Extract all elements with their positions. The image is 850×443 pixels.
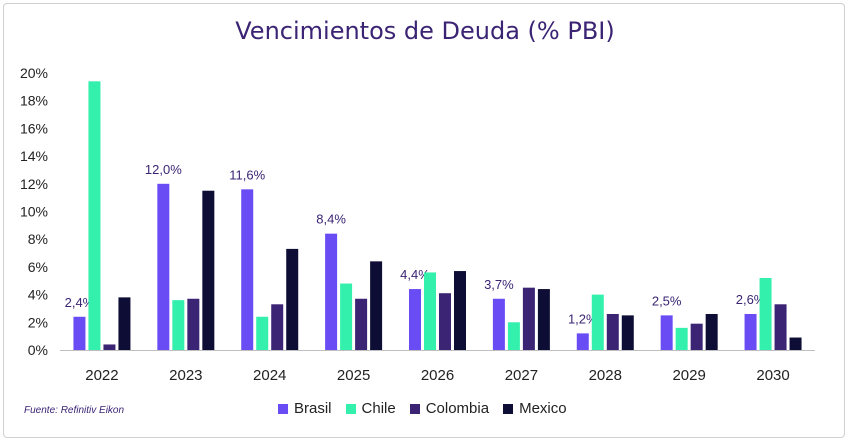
x-tick-label: 2029: [672, 367, 705, 384]
bar-mexico-2024: [286, 248, 299, 350]
bar-mexico-2026: [454, 271, 466, 350]
legend-label-chile: Chile: [361, 400, 396, 417]
legend-label-colombia: Colombia: [425, 400, 490, 417]
chart-title: Vencimientos de Deuda (% PBI): [235, 17, 615, 45]
y-tick-label: 6%: [28, 259, 48, 275]
bar-mexico-2028: [621, 315, 634, 350]
bar-chile-2025: [340, 283, 353, 350]
bar-brasil-2025: [325, 233, 338, 350]
legend-item-colombia: Colombia: [409, 400, 490, 417]
bar-chile-2029: [675, 327, 688, 350]
x-tick-label: 2030: [756, 367, 789, 384]
bar-mexico-2029: [705, 313, 718, 350]
bar-chile-2022: [88, 81, 101, 350]
bar-mexico-2023: [202, 190, 215, 350]
legend-label-mexico: Mexico: [519, 400, 567, 417]
legend-item-chile: Chile: [345, 400, 396, 417]
data-label-brasil-2026: 4,4%: [400, 267, 430, 282]
y-tick-label: 8%: [28, 231, 48, 247]
y-tick-label: 16%: [20, 120, 48, 136]
bar-brasil-2028: [576, 333, 589, 350]
x-tick-label: 2027: [505, 367, 538, 384]
bar-chile-2028: [591, 294, 604, 350]
bar-colombia-2025: [355, 298, 368, 350]
bar-colombia-2022: [103, 344, 116, 350]
x-tick-label: 2023: [169, 367, 202, 384]
bar-colombia-2023: [187, 298, 200, 350]
y-tick-label: 0%: [28, 342, 48, 358]
data-label-brasil-2030: 2,6%: [736, 292, 766, 307]
data-label-brasil-2023: 12,0%: [145, 162, 182, 177]
legend-item-brasil: Brasil: [278, 400, 332, 417]
x-tick-label: 2024: [253, 367, 286, 384]
bar-mexico-2025: [370, 261, 383, 350]
y-tick-label: 18%: [20, 93, 48, 109]
data-label-brasil-2025: 8,4%: [316, 212, 346, 227]
bar-chile-2027: [507, 322, 520, 350]
data-label-brasil-2029: 2,5%: [652, 293, 682, 308]
bar-colombia-2028: [606, 313, 619, 350]
data-label-brasil-2028: 1,2%: [568, 311, 598, 326]
y-tick-label: 14%: [20, 148, 48, 164]
data-label-brasil-2022: 2,4%: [65, 295, 95, 310]
legend: Brasil Chile Colombia Mexico: [278, 400, 567, 417]
legend-swatch-colombia: [409, 403, 420, 414]
legend-swatch-mexico: [503, 403, 514, 414]
bar-colombia-2024: [271, 304, 284, 350]
x-tick-label: 2025: [337, 367, 370, 384]
bar-colombia-2026: [439, 293, 451, 350]
y-tick-label: 20%: [20, 65, 48, 81]
bar-mexico-2022: [118, 297, 131, 350]
bar-brasil-2027: [492, 298, 505, 350]
source-note: Fuente: Refinitiv Eikon: [24, 405, 125, 416]
legend-item-mexico: Mexico: [503, 400, 567, 417]
y-tick-label: 2%: [28, 314, 48, 330]
legend-swatch-chile: [345, 403, 356, 414]
legend-label-brasil: Brasil: [294, 400, 332, 417]
legend-swatch-brasil: [278, 403, 288, 414]
chart-frame: [3, 3, 845, 438]
bar-colombia-2029: [690, 323, 703, 350]
y-tick-label: 12%: [20, 176, 48, 192]
x-tick-label: 2028: [589, 367, 622, 384]
bar-chile-2026: [424, 272, 436, 350]
bar-mexico-2030: [789, 337, 802, 350]
bar-brasil-2024: [241, 189, 254, 350]
x-tick-label: 2026: [421, 367, 454, 384]
bar-brasil-2026: [409, 289, 421, 350]
data-label-brasil-2024: 11,6%: [229, 167, 265, 182]
bar-chile-2024: [256, 316, 269, 350]
bar-brasil-2023: [157, 183, 170, 350]
bar-colombia-2027: [522, 287, 535, 350]
bar-brasil-2029: [660, 315, 673, 350]
bar-mexico-2027: [537, 289, 550, 350]
data-label-brasil-2027: 3,7%: [484, 277, 514, 292]
y-tick-label: 10%: [20, 204, 48, 220]
bar-chile-2030: [759, 277, 772, 350]
bar-brasil-2022: [73, 316, 86, 350]
bar-chile-2023: [172, 300, 185, 350]
bar-brasil-2030: [744, 313, 757, 350]
y-tick-label: 4%: [28, 287, 48, 303]
x-tick-label: 2022: [85, 367, 118, 384]
bar-colombia-2030: [774, 304, 787, 350]
